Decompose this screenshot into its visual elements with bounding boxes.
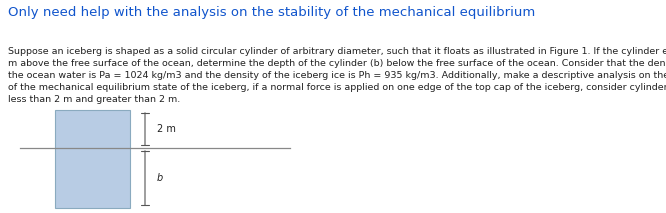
Bar (55, 110, 130, 208)
Text: Suppose an iceberg is shaped as a solid circular cylinder of arbitrary diameter,: Suppose an iceberg is shaped as a solid … (8, 47, 666, 104)
Text: b: b (157, 173, 163, 183)
Text: Only need help with the analysis on the stability of the mechanical equilibrium: Only need help with the analysis on the … (8, 6, 535, 19)
Text: 2 m: 2 m (157, 124, 176, 134)
